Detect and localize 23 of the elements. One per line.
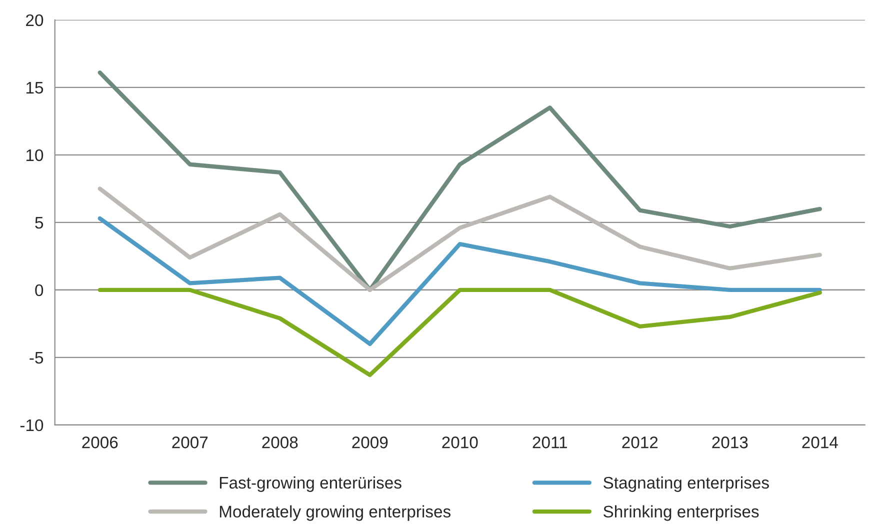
legend-label: Fast-growing enterürises	[220, 476, 402, 492]
legend-label: Stagnating enterprises	[604, 476, 769, 492]
legend-label: Shrinking enterprises	[604, 505, 759, 521]
y-tick-label: 0	[35, 284, 44, 296]
x-tick-label: 2012	[622, 436, 658, 448]
line-series	[98, 186, 822, 292]
x-tick-label: 2011	[532, 436, 568, 448]
line-series	[98, 288, 822, 378]
x-tick-label: 2007	[172, 436, 208, 448]
x-tick-label: 2009	[352, 436, 388, 448]
legend-label: Moderately growing enterprises	[220, 505, 451, 521]
x-tick-label: 2006	[82, 436, 118, 448]
y-tick-label: 5	[35, 217, 44, 229]
y-tick-label: 15	[26, 82, 44, 94]
line-series	[98, 216, 822, 346]
y-tick-label: -5	[30, 352, 44, 364]
x-tick-label: 2013	[712, 436, 748, 448]
y-tick-label: -10	[20, 419, 44, 432]
y-tick-label: 20	[26, 14, 44, 26]
x-tick-label: 2008	[262, 436, 298, 448]
y-tick-label: 10	[26, 149, 44, 162]
x-tick-label: 2010	[442, 436, 478, 448]
x-tick-label: 2014	[802, 436, 838, 448]
